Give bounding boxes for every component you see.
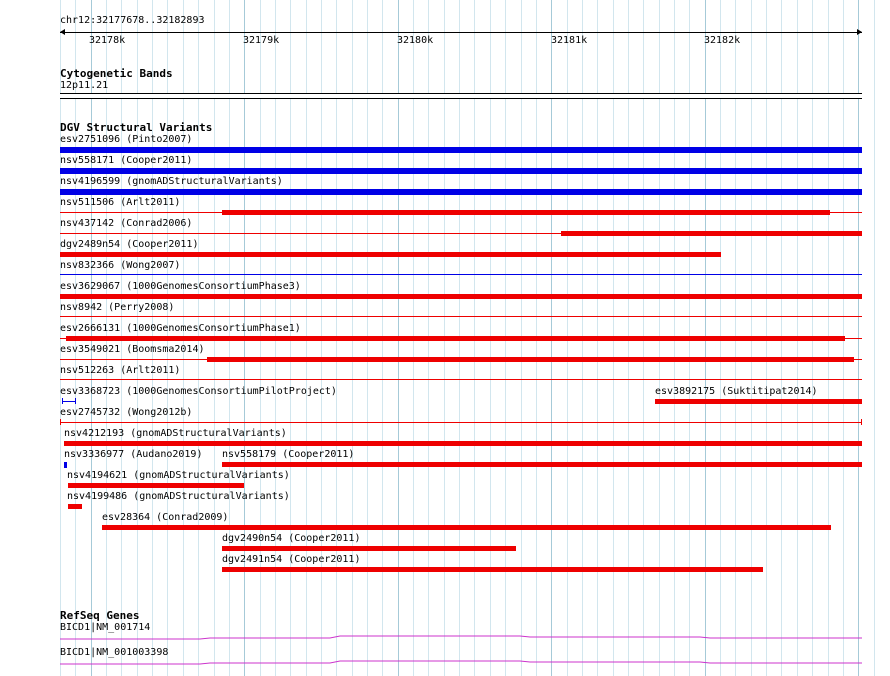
variant-end-tick bbox=[60, 419, 61, 425]
variant-bar[interactable] bbox=[64, 441, 862, 446]
variant-label: nsv3336977 (Audano2019) bbox=[64, 449, 203, 460]
variant-bar[interactable] bbox=[60, 252, 721, 257]
variant-bar[interactable] bbox=[66, 336, 845, 341]
variant-interval-tick bbox=[75, 398, 76, 404]
variant-bar[interactable] bbox=[222, 546, 516, 551]
gene-model[interactable] bbox=[0, 630, 890, 644]
variant-label: dgv2491n54 (Cooper2011) bbox=[222, 554, 361, 565]
variant-label: nsv8942 (Perry2008) bbox=[60, 302, 175, 313]
variant-bar[interactable] bbox=[222, 567, 763, 572]
variant-bar[interactable] bbox=[207, 357, 854, 362]
variant-label: esv3629067 (1000GenomesConsortiumPhase3) bbox=[60, 281, 301, 292]
refseq-track-title: RefSeq Genes bbox=[60, 609, 140, 622]
ruler-left-arrow-icon bbox=[60, 29, 65, 35]
variant-label: esv2745732 (Wong2012b) bbox=[60, 407, 193, 418]
gene-label: BICD1|NM_001003398 bbox=[60, 647, 169, 658]
variant-label: dgv2490n54 (Cooper2011) bbox=[222, 533, 361, 544]
variant-label: nsv4212193 (gnomADStructuralVariants) bbox=[64, 428, 287, 439]
gene-model[interactable] bbox=[0, 655, 890, 669]
variant-bar[interactable] bbox=[68, 483, 244, 488]
variant-label: nsv558171 (Cooper2011) bbox=[60, 155, 193, 166]
cytoband-track-title: Cytogenetic Bands bbox=[60, 67, 173, 80]
variant-bar[interactable] bbox=[68, 504, 82, 509]
variant-label: esv3892175 (Suktitipat2014) bbox=[655, 386, 818, 397]
variant-interval-tick bbox=[62, 398, 63, 404]
gene-label: BICD1|NM_001714 bbox=[60, 622, 151, 633]
ruler-tick-label: 32182k bbox=[704, 35, 741, 46]
variant-bar[interactable] bbox=[60, 168, 862, 174]
variant-extent-line bbox=[60, 274, 862, 275]
location-label: chr12:32177678..32182893 bbox=[60, 15, 205, 26]
variant-bar[interactable] bbox=[222, 210, 830, 215]
dgv-track-title: DGV Structural Variants bbox=[60, 121, 213, 134]
variant-label: nsv4194621 (gnomADStructuralVariants) bbox=[67, 470, 290, 481]
variant-label: dgv2489n54 (Cooper2011) bbox=[60, 239, 199, 250]
variant-bar[interactable] bbox=[64, 462, 67, 468]
variant-label: nsv832366 (Wong2007) bbox=[60, 260, 181, 271]
variant-label: nsv4196599 (gnomADStructuralVariants) bbox=[60, 176, 283, 187]
variant-label: nsv511506 (Arlt2011) bbox=[60, 197, 181, 208]
variant-label: nsv512263 (Arlt2011) bbox=[60, 365, 181, 376]
variant-extent-line bbox=[60, 316, 862, 317]
variant-end-tick bbox=[861, 419, 862, 425]
variant-extent-line bbox=[60, 422, 862, 423]
variant-label: esv28364 (Conrad2009) bbox=[102, 512, 229, 523]
cytoband-label: 12p11.21 bbox=[60, 80, 109, 91]
variant-extent-line bbox=[60, 233, 862, 234]
variant-label: nsv558179 (Cooper2011) bbox=[222, 449, 355, 460]
variant-bar[interactable] bbox=[60, 294, 862, 299]
gene-intron-line bbox=[60, 635, 862, 640]
gene-intron-line bbox=[60, 660, 862, 665]
variant-interval-glyph bbox=[62, 401, 76, 402]
variant-extent-line bbox=[60, 379, 862, 380]
variant-label: esv3368723 (1000GenomesConsortiumPilotPr… bbox=[60, 386, 337, 397]
variant-bar[interactable] bbox=[60, 189, 862, 195]
variant-bar[interactable] bbox=[222, 462, 862, 467]
ruler-right-arrow-icon bbox=[857, 29, 862, 35]
cytoband-band[interactable] bbox=[60, 93, 862, 99]
variant-label: esv3549021 (Boomsma2014) bbox=[60, 344, 205, 355]
variant-label: esv2666131 (1000GenomesConsortiumPhase1) bbox=[60, 323, 301, 334]
variant-bar[interactable] bbox=[102, 525, 831, 530]
ruler-tick-label: 32181k bbox=[551, 35, 588, 46]
ruler-axis bbox=[60, 32, 862, 33]
variant-bar[interactable] bbox=[561, 231, 862, 236]
variant-label: esv2751096 (Pinto2007) bbox=[60, 134, 193, 145]
variant-bar[interactable] bbox=[655, 399, 862, 404]
ruler-tick-label: 32178k bbox=[89, 35, 126, 46]
variant-label: nsv4199486 (gnomADStructuralVariants) bbox=[67, 491, 290, 502]
variant-bar[interactable] bbox=[60, 147, 862, 153]
ruler-tick-label: 32180k bbox=[397, 35, 434, 46]
ruler-tick-label: 32179k bbox=[243, 35, 280, 46]
variant-label: nsv437142 (Conrad2006) bbox=[60, 218, 193, 229]
minor-grid-line bbox=[874, 0, 875, 676]
